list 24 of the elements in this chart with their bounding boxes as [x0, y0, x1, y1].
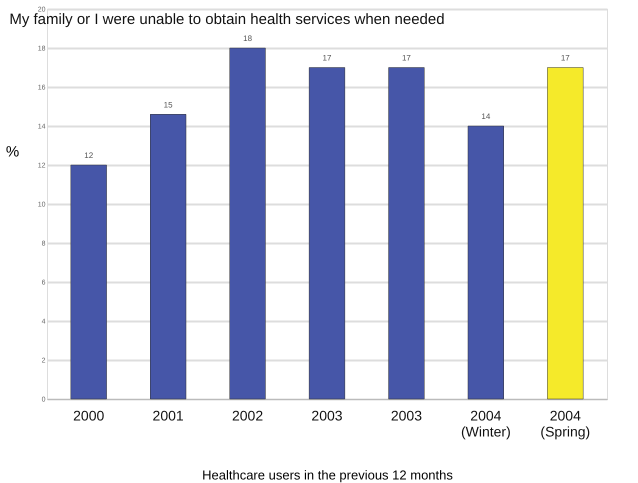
data-label: 17: [322, 54, 332, 62]
x-axis-title: Healthcare users in the previous 12 months: [202, 468, 454, 482]
x-tick-label: 2004 (Spring): [540, 408, 590, 440]
x-tick-label: 2001: [152, 408, 184, 424]
data-label: 17: [402, 54, 412, 62]
data-label: 17: [560, 54, 570, 62]
data-label: 15: [164, 100, 174, 110]
x-tick-label: 2002: [232, 408, 264, 424]
bar: [70, 164, 107, 400]
bar: [547, 67, 584, 400]
data-label: 18: [243, 34, 253, 43]
bar: [468, 126, 504, 400]
bar: [229, 48, 266, 400]
data-label: 14: [481, 112, 491, 121]
x-tick-label: 2000: [73, 408, 104, 424]
x-tick-label: 2003: [311, 408, 343, 424]
x-tick-label: 2003: [390, 408, 422, 424]
y-axis-title: %: [6, 144, 20, 160]
x-tick-label: 2004 (Winter): [460, 408, 511, 440]
bar: [308, 67, 346, 400]
chart-title: My family or I were unable to obtain health services when needed: [9, 11, 445, 28]
data-label: 12: [84, 151, 94, 160]
bar: [388, 67, 425, 400]
bar: [150, 114, 186, 400]
